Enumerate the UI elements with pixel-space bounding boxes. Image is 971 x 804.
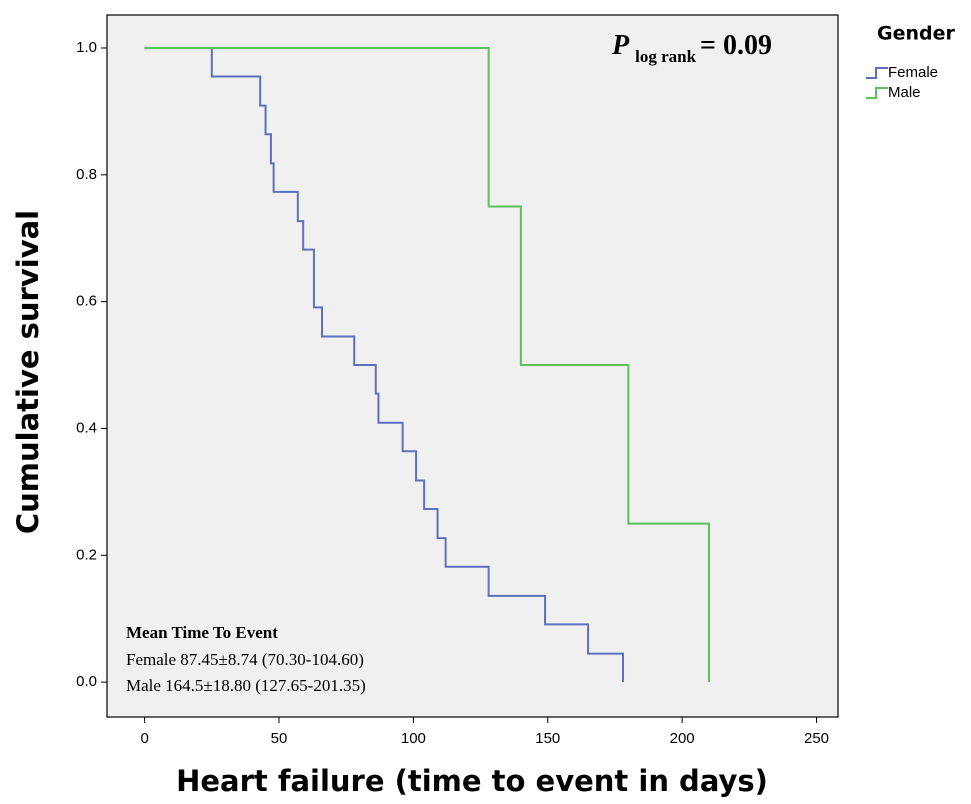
y-tick-label: 0.8 <box>76 166 97 183</box>
x-axis-title: Heart failure (time to event in days) <box>176 764 768 798</box>
legend-swatch <box>866 87 888 99</box>
x-tick-label: 250 <box>804 730 829 747</box>
annotation-value: = 0.09 <box>700 30 772 61</box>
note: Male 164.5±18.80 (127.65-201.35) <box>126 676 366 695</box>
legend-label: Female <box>888 64 938 81</box>
x-tick-label: 100 <box>401 730 426 747</box>
y-tick-label: 0.6 <box>76 293 97 310</box>
x-tick-label: 50 <box>271 730 288 747</box>
legend-label: Male <box>888 84 921 101</box>
x-tick-label: 0 <box>140 730 148 747</box>
annotation-symbol: P <box>611 30 630 61</box>
y-tick-label: 1.0 <box>76 39 97 56</box>
y-axis-title: Cumulative survival <box>11 210 45 534</box>
x-tick-label: 150 <box>535 730 560 747</box>
note: Female 87.45±8.74 (70.30-104.60) <box>126 650 364 669</box>
survival-curve <box>144 46 624 683</box>
annotation-subscript: log rank <box>635 47 696 66</box>
y-tick-label: 0.4 <box>76 419 97 436</box>
legend-swatch <box>866 67 888 79</box>
survival-curve <box>144 46 710 683</box>
y-tick-label: 0.2 <box>76 546 97 563</box>
plot-area <box>106 14 839 718</box>
y-tick-label: 0.0 <box>76 673 97 690</box>
legend-title: Gender <box>877 23 955 45</box>
x-tick-label: 200 <box>670 730 695 747</box>
note-title: Mean Time To Event <box>126 623 278 642</box>
